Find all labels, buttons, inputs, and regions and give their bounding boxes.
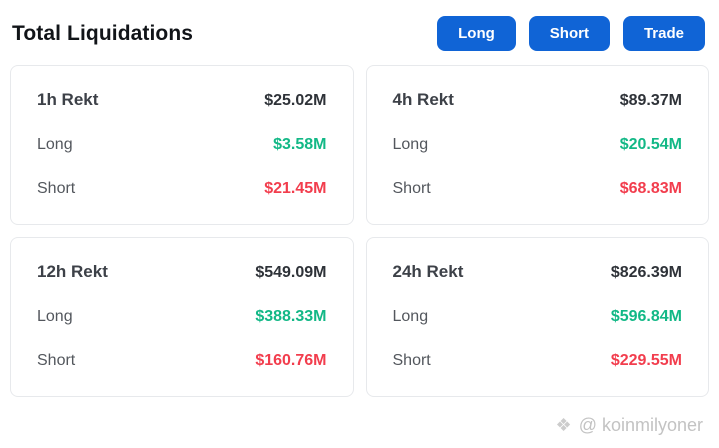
short-label: Short <box>392 180 431 197</box>
total-value: $25.02M <box>264 92 327 109</box>
long-button[interactable]: Long <box>437 16 516 51</box>
card-4h-rekt: 4h Rekt $89.37M Long $20.54M Short $68.8… <box>365 65 709 225</box>
long-row: Long $596.84M <box>393 308 683 326</box>
short-row: Short $21.45M <box>37 180 327 198</box>
card-header-row: 4h Rekt $89.37M <box>393 90 683 110</box>
short-row: Short $160.76M <box>37 352 327 370</box>
long-row: Long $20.54M <box>393 136 683 154</box>
period-label: 24h Rekt <box>392 262 464 281</box>
page-title: Total Liquidations <box>12 21 194 45</box>
long-value: $3.58M <box>273 136 327 153</box>
period-label: 12h Rekt <box>37 262 108 281</box>
card-header-row: 12h Rekt $549.09M <box>37 262 327 282</box>
short-label: Short <box>37 180 76 197</box>
total-value: $549.09M <box>255 264 327 281</box>
period-label: 1h Rekt <box>37 90 99 109</box>
long-row: Long $3.58M <box>37 136 327 154</box>
short-label: Short <box>37 352 76 369</box>
total-value: $826.39M <box>610 264 682 281</box>
trade-button[interactable]: Trade <box>622 16 705 51</box>
header-buttons: Long Short Trade <box>437 16 707 51</box>
short-button[interactable]: Short <box>528 16 610 51</box>
short-value: $68.83M <box>619 180 682 197</box>
short-row: Short $229.55M <box>393 352 683 370</box>
long-value: $20.54M <box>619 136 682 153</box>
page-header: Total Liquidations Long Short Trade <box>10 10 709 65</box>
diamond-logo-icon: ❖ <box>555 415 572 435</box>
short-value: $21.45M <box>264 180 327 197</box>
watermark-text: @ koinmilyoner <box>578 415 703 435</box>
card-24h-rekt: 24h Rekt $826.39M Long $596.84M Short $2… <box>365 237 709 397</box>
short-value: $229.55M <box>610 352 682 369</box>
liquidation-cards-grid: 1h Rekt $25.02M Long $3.58M Short $21.45… <box>10 65 709 397</box>
card-header-row: 1h Rekt $25.02M <box>37 90 327 110</box>
long-value: $596.84M <box>610 308 682 325</box>
long-value: $388.33M <box>255 308 327 325</box>
card-header-row: 24h Rekt $826.39M <box>393 262 683 282</box>
long-row: Long $388.33M <box>37 308 327 326</box>
card-12h-rekt: 12h Rekt $549.09M Long $388.33M Short $1… <box>10 237 354 397</box>
total-value: $89.37M <box>619 92 682 109</box>
long-label: Long <box>37 308 73 325</box>
short-row: Short $68.83M <box>393 180 683 198</box>
period-label: 4h Rekt <box>392 90 454 109</box>
short-label: Short <box>392 352 431 369</box>
long-label: Long <box>37 136 73 153</box>
long-label: Long <box>392 136 429 153</box>
short-value: $160.76M <box>255 352 327 369</box>
watermark: ❖ @ koinmilyoner <box>556 415 703 436</box>
long-label: Long <box>392 308 429 325</box>
card-1h-rekt: 1h Rekt $25.02M Long $3.58M Short $21.45… <box>10 65 354 225</box>
